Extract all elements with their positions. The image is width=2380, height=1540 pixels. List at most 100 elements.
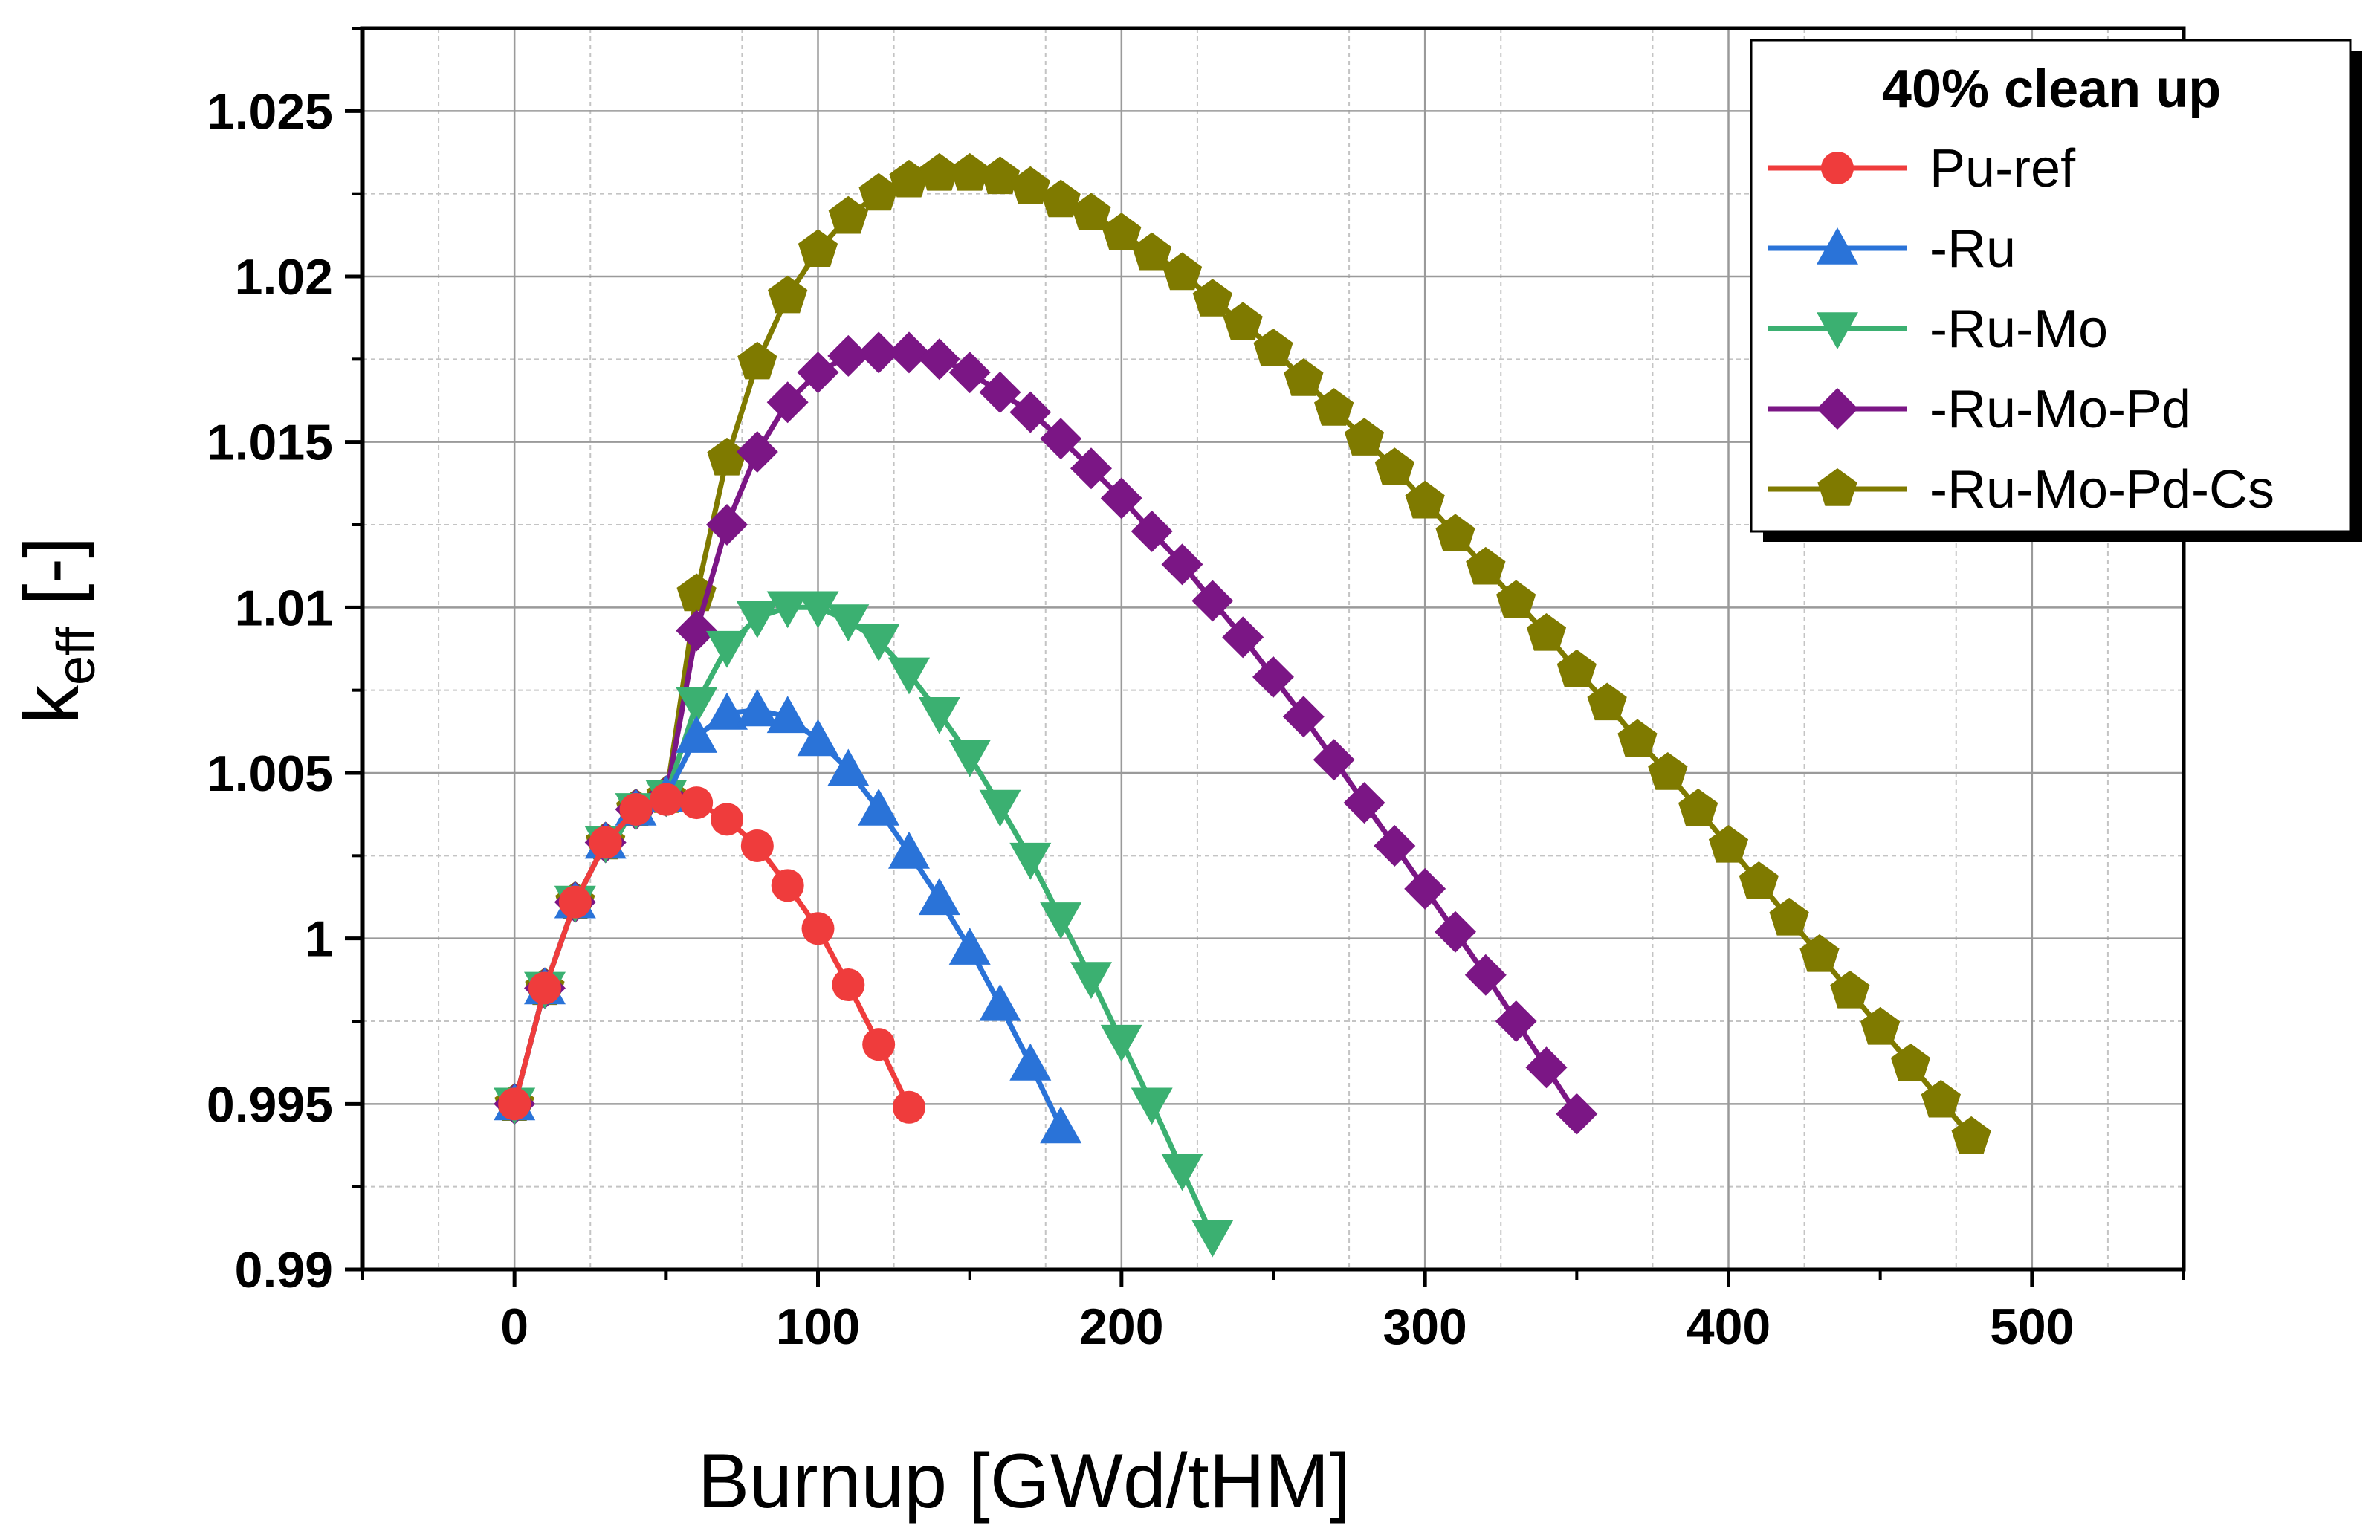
data-point xyxy=(979,983,1021,1021)
legend-marker xyxy=(1817,312,1858,349)
legend-box xyxy=(1750,39,2352,533)
data-point xyxy=(797,719,839,757)
data-point xyxy=(797,352,839,394)
data-point xyxy=(1890,1043,1931,1081)
x-tick-label: 500 xyxy=(1990,1298,2074,1355)
data-point xyxy=(589,826,622,859)
data-point xyxy=(707,437,747,476)
y-tick-label: 1.015 xyxy=(207,415,333,471)
data-point xyxy=(862,1028,896,1061)
data-point xyxy=(676,609,718,652)
data-point xyxy=(919,152,960,191)
data-point xyxy=(888,831,930,869)
x-tick-label: 200 xyxy=(1079,1298,1163,1355)
legend-marker xyxy=(1817,227,1858,265)
data-point xyxy=(888,657,930,695)
data-point xyxy=(1131,1087,1173,1125)
data-point xyxy=(1830,970,1870,1009)
data-point xyxy=(979,789,1021,827)
data-point xyxy=(771,869,804,902)
x-tick-label: 300 xyxy=(1383,1298,1467,1355)
data-point xyxy=(1132,232,1172,271)
data-point xyxy=(1040,1106,1082,1144)
data-point xyxy=(1284,358,1324,396)
data-point xyxy=(893,1090,925,1124)
data-point xyxy=(1102,213,1142,250)
data-point xyxy=(1040,418,1082,460)
data-point xyxy=(1374,447,1414,485)
y-tick-label: 1 xyxy=(305,911,333,968)
data-point xyxy=(1617,719,1658,757)
data-point xyxy=(827,748,870,786)
data-point xyxy=(1009,1043,1052,1081)
data-point xyxy=(1161,543,1203,586)
data-point xyxy=(801,912,835,945)
data-point xyxy=(1100,1024,1142,1062)
data-point xyxy=(1587,682,1627,721)
legend-title: 40% clean up xyxy=(1882,59,2221,119)
data-point xyxy=(558,885,592,919)
data-point xyxy=(1466,546,1506,585)
data-point xyxy=(736,601,778,638)
data-point xyxy=(736,431,778,473)
data-point xyxy=(1374,825,1416,867)
data-point xyxy=(1071,192,1111,230)
data-point xyxy=(650,783,683,816)
data-point xyxy=(1435,910,1476,953)
x-tick-label: 400 xyxy=(1687,1298,1771,1355)
x-tick-label: 100 xyxy=(776,1298,860,1355)
data-point xyxy=(1435,514,1475,551)
series-pu-ref xyxy=(498,783,925,1124)
legend-label: -Ru-Mo-Pd xyxy=(1930,380,2191,439)
data-point xyxy=(1921,1079,1961,1118)
legend-entry: -Ru xyxy=(1768,219,2016,279)
data-point xyxy=(766,591,809,629)
data-point xyxy=(1131,510,1173,552)
data-point xyxy=(498,1087,531,1121)
data-point xyxy=(948,352,991,394)
y-tick-label: 0.995 xyxy=(207,1076,333,1133)
data-point xyxy=(888,331,930,374)
data-point xyxy=(676,716,718,753)
data-point xyxy=(1648,752,1688,790)
y-axis-title-sub: eff xyxy=(47,626,106,685)
series-line xyxy=(511,604,1215,1238)
data-point xyxy=(798,229,838,267)
data-point xyxy=(980,156,1021,195)
data-point xyxy=(1739,861,1779,899)
data-point xyxy=(1070,447,1112,490)
data-point xyxy=(676,687,718,725)
data-point xyxy=(1495,1000,1537,1042)
data-point xyxy=(1222,616,1264,659)
data-point xyxy=(1191,580,1234,622)
data-point xyxy=(1769,897,1809,936)
data-point xyxy=(528,971,561,1005)
x-tick-label: 0 xyxy=(500,1298,528,1355)
data-point xyxy=(827,334,870,377)
data-point xyxy=(918,878,960,916)
data-point xyxy=(1009,391,1052,433)
legend-entry: -Ru-Mo xyxy=(1768,300,2108,359)
data-point xyxy=(918,338,960,381)
tick-labels: 0 100 200 300 400 500 0.99 0.995 1 1.005 1.01 1.015… xyxy=(207,83,2075,1355)
data-point xyxy=(1314,388,1354,426)
data-point xyxy=(918,697,960,734)
data-point xyxy=(1525,1046,1568,1089)
legend-entry: -Ru-Mo-Pd xyxy=(1768,380,2191,439)
data-point xyxy=(1161,1154,1203,1191)
data-point xyxy=(768,275,808,314)
data-point xyxy=(1162,252,1203,291)
data-point xyxy=(1070,962,1112,1000)
data-point xyxy=(706,630,748,668)
data-point xyxy=(1464,954,1507,996)
legend-label: -Ru-Mo-Pd-Cs xyxy=(1930,460,2274,520)
data-point xyxy=(1343,782,1385,824)
data-point xyxy=(827,604,870,642)
data-point xyxy=(1708,825,1749,863)
data-point xyxy=(1253,329,1293,366)
data-point xyxy=(1496,580,1536,618)
data-point xyxy=(680,786,714,820)
data-point xyxy=(858,172,899,211)
data-point xyxy=(1282,696,1325,738)
